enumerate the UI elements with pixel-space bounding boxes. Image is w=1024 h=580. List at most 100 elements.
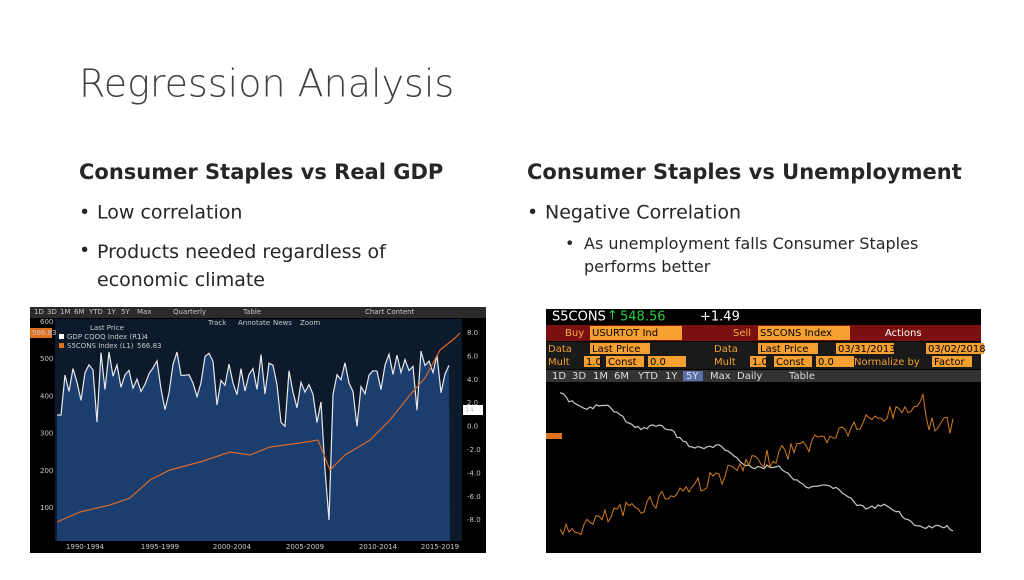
tab-active: [683, 371, 703, 381]
y2-tick-label: 4.0: [467, 376, 478, 384]
cons-line: [56, 332, 461, 523]
row2-item: Data: [548, 344, 572, 355]
row1-item: S5CONS Index: [760, 328, 832, 339]
sub-bullet-dot: •: [565, 234, 574, 253]
row1-item: Sell: [733, 328, 751, 339]
legend-value: 566.83: [137, 342, 162, 350]
row4-item: 6M: [614, 371, 629, 382]
input-box: [758, 326, 850, 340]
input-box: [932, 356, 972, 367]
toolbar-item: Chart Content: [365, 308, 415, 316]
toolbar-item: 1D: [34, 308, 44, 316]
row1-item: USURTOT Ind: [592, 328, 658, 339]
left-toolbar: [30, 307, 486, 318]
legend-name: S5CONS Index (L1): [67, 342, 134, 350]
slide-title: Regression Analysis: [79, 62, 454, 106]
right-row: [546, 370, 981, 382]
row4-item: Table: [788, 371, 815, 382]
input-box: [590, 326, 682, 340]
y-tick-label: 600: [40, 318, 53, 326]
input-box: [836, 343, 894, 354]
ticker: S5CONS: [552, 310, 606, 325]
toolbar-item: YTD: [88, 308, 103, 316]
row4-item: Daily: [737, 371, 762, 382]
input-box: [750, 356, 766, 367]
y-tick-label: 100: [40, 504, 53, 512]
bullet-dot: •: [527, 202, 538, 224]
row3-item: 0.0: [818, 357, 834, 368]
row2-item: Data: [714, 344, 738, 355]
toolbar-item: 3D: [47, 308, 57, 316]
tool: Track: [207, 319, 227, 327]
legend-swatch: [59, 334, 64, 339]
bullet: Negative Correlation: [545, 202, 741, 224]
toolbar-item: 6M: [74, 308, 85, 316]
y2-tick-label: -8.0: [467, 516, 481, 524]
y2-tick-label: 8.0: [467, 329, 478, 337]
row1-item: Buy: [565, 328, 584, 339]
row3-item: 1.0: [586, 357, 602, 368]
toolbar-item: Max: [137, 308, 151, 316]
bullet: Low correlation: [97, 202, 242, 224]
x-tick-label: 2010-2014: [359, 543, 398, 551]
change: +1.49: [700, 310, 740, 325]
badge: [463, 405, 483, 415]
y-tick-label: 300: [40, 430, 53, 438]
row2-item: Last Price: [592, 344, 640, 355]
price: 548.56: [620, 310, 666, 325]
badge: [30, 328, 52, 338]
input-box: [606, 356, 644, 367]
bullet-dot: •: [79, 202, 90, 224]
row4-item: YTD: [637, 371, 658, 382]
row2-item: 03/31/2013: [838, 344, 896, 355]
row3-item: Const: [608, 357, 637, 368]
row4-item: 3D: [572, 371, 586, 382]
row3-item: Const: [776, 357, 805, 368]
x-tick-label: 1990-1994: [66, 543, 105, 551]
x-tick-label: 1995-1999: [141, 543, 179, 551]
bullet: Products needed regardless of economic c…: [97, 241, 386, 291]
sub-bullet: As unemployment falls Consumer Staples p…: [584, 234, 919, 276]
x-tick-label: 2005-2009: [286, 543, 324, 551]
badge-label: 566.83: [32, 329, 57, 337]
unemp-line: [559, 392, 954, 532]
legend-title: Last Price: [90, 324, 124, 332]
y2-tick-label: -2.0: [467, 446, 481, 454]
input-box: [590, 343, 650, 354]
y-tick-label: 500: [40, 355, 53, 363]
row3-item: 0.0: [650, 357, 666, 368]
y2-tick-label: 6.0: [467, 352, 478, 360]
row2-item: Last Price: [760, 344, 808, 355]
badge-label: 14: [465, 406, 474, 414]
y2-tick-label: 0.0: [467, 423, 478, 431]
y2-tick-label: -4.0: [467, 469, 481, 477]
legend-name: GDP CQOQ Index (R1): [67, 333, 144, 341]
tool: Zoom: [300, 319, 320, 327]
row4-item: 1D: [552, 371, 566, 382]
input-box: [816, 356, 854, 367]
sub-bullet-wrap: As unemployment falls Consumer Staples p…: [584, 234, 919, 276]
left-heading: Consumer Staples vs Real GDP: [79, 160, 443, 184]
row4-item: 5Y: [686, 371, 699, 382]
tool: News: [273, 319, 292, 327]
row3-item: Factor: [934, 357, 965, 368]
input-box: [758, 343, 818, 354]
row4-item: 1Y: [665, 371, 678, 382]
bullet-wrap: Products needed regardless of economic c…: [97, 241, 386, 291]
row3-item: 1.0: [752, 357, 768, 368]
toolbar-item: 1Y: [107, 308, 116, 316]
y-tick-label: 200: [40, 467, 53, 475]
input-box: [584, 356, 600, 367]
right-heading: Consumer Staples vs Unemployment: [527, 160, 962, 184]
toolbar-item: Quarterly: [173, 308, 206, 316]
bullet-dot: •: [79, 240, 90, 262]
y-tick-label: 400: [40, 392, 53, 400]
input-box: [648, 356, 686, 367]
row1-item: Actions: [885, 328, 922, 339]
cons-line: [559, 392, 954, 536]
row2-item: 03/02/2018: [928, 344, 986, 355]
badge: [546, 433, 562, 439]
y2-tick-label: -6.0: [467, 493, 481, 501]
gdp-line: [57, 351, 450, 521]
row3-item: Mult: [548, 357, 570, 368]
